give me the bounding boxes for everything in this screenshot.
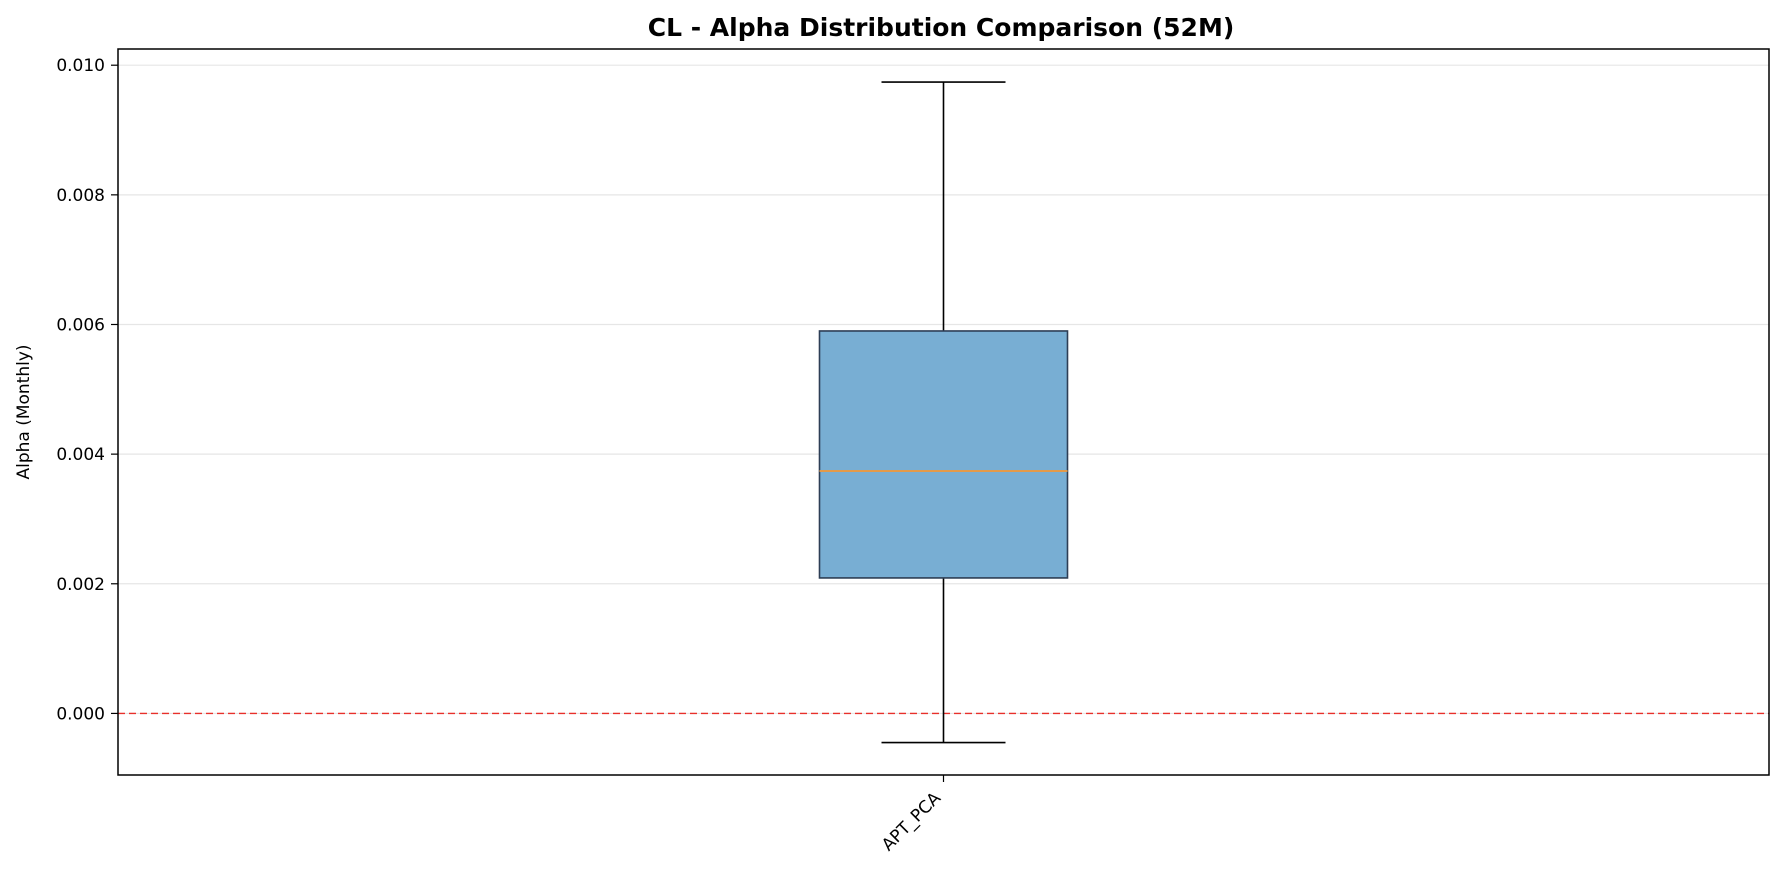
- chart-title: CL - Alpha Distribution Comparison (52M): [648, 13, 1235, 42]
- y-axis-label: Alpha (Monthly): [14, 344, 34, 479]
- box-iqr: [818, 330, 1069, 579]
- y-tick-label: 0.004: [56, 445, 105, 465]
- y-tick-label: 0.006: [56, 315, 105, 335]
- y-axis: 0.000 0.002 0.004 0.006 0.008 0.010: [56, 56, 118, 724]
- x-tick-label: APT_PCA: [878, 788, 945, 855]
- y-tick-label: 0.000: [56, 704, 105, 724]
- boxplot-layer: [818, 81, 1069, 744]
- y-tick-label: 0.008: [56, 186, 105, 206]
- y-tick-label: 0.010: [56, 56, 105, 76]
- x-axis: APT_PCA: [878, 775, 945, 855]
- y-tick-label: 0.002: [56, 575, 105, 595]
